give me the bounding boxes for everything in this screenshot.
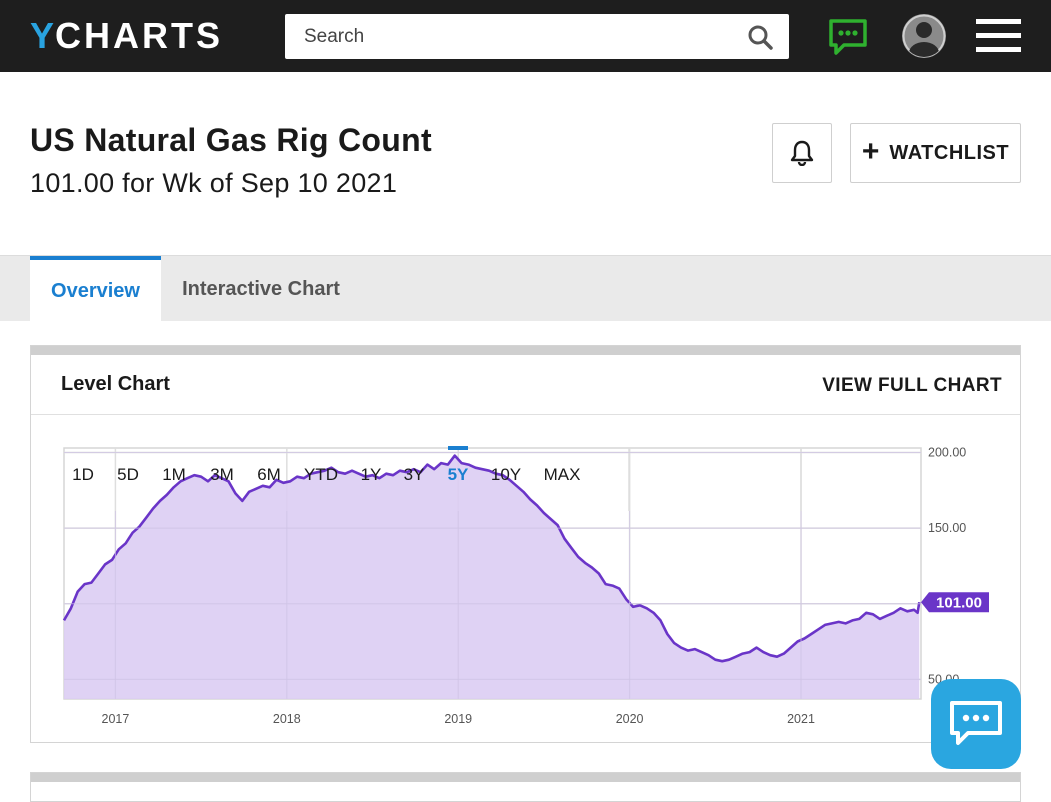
add-to-watchlist-button[interactable]: + WATCHLIST [850,123,1021,183]
range-button-1d[interactable]: 1D [72,465,94,484]
range-button-3y[interactable]: 3Y [404,465,425,484]
range-button-6m[interactable]: 6M [257,465,281,484]
y-tick-label: 150.00 [928,521,966,535]
next-card [30,772,1021,802]
current-value-label: 101.00 [936,595,982,612]
next-card-top-border [31,773,1020,782]
x-tick-label: 2019 [444,712,472,726]
support-chat-button[interactable] [931,679,1021,769]
range-button-1y[interactable]: 1Y [361,465,382,484]
tab-interactive-chart[interactable]: Interactive Chart [182,277,340,300]
logo-y: Y [30,15,56,56]
level-chart-card: Level Chart VIEW FULL CHART 1D 5D 1M 3M 6M YT… [30,345,1021,743]
card-title: Level Chart [61,373,170,395]
series-line [62,454,921,663]
chart-area-layer [62,452,921,699]
chat-bubble-icon [950,701,1002,745]
x-tick-label: 2017 [102,712,130,726]
x-tick-label: 2021 [787,712,815,726]
watchlist-label: WATCHLIST [889,141,1010,164]
current-value-flag [921,592,989,613]
bell-icon [790,140,814,166]
ycharts-logo[interactable]: Y CHARTS [30,15,224,56]
range-button-3m[interactable]: 3M [210,465,234,484]
plus-icon: + [861,134,880,168]
y-tick-label: 200.00 [928,446,966,460]
range-button-5d[interactable]: 5D [117,465,139,484]
range-button-ytd[interactable]: YTD [304,465,338,484]
chat-icon[interactable] [828,18,868,56]
logo-text: CHARTS [55,15,224,56]
x-tick-label: 2020 [616,712,644,726]
alert-button[interactable] [772,123,832,183]
range-button-10y[interactable]: 10Y [491,465,521,484]
range-selector: 1D 5D 1M 3M 6M YTD 1Y 3Y 5Y 10Y MAX [72,446,580,484]
range-button-5y[interactable]: 5Y [448,465,469,484]
tab-bar: Overview Interactive Chart [0,255,1051,322]
top-navigation-bar: Y CHARTS [0,0,1051,72]
page-title: US Natural Gas Rig Count [30,122,432,158]
range-button-max[interactable]: MAX [544,465,581,484]
current-value-marker: 101.00 [921,592,989,613]
level-chart: 1D 5D 1M 3M 6M YTD 1Y 3Y 5Y 10Y MAX 2017 2018 2019 20… [62,446,989,726]
user-avatar-icon[interactable] [901,13,947,59]
view-full-chart-link[interactable]: VIEW FULL CHART [822,375,1002,396]
page-subtitle: 101.00 for Wk of Sep 10 2021 [30,168,398,198]
range-button-1m[interactable]: 1M [162,465,186,484]
search-icon[interactable] [747,24,773,50]
series-area [64,455,920,699]
search-input[interactable] [285,14,725,59]
search-box [285,14,789,59]
card-header: Level Chart VIEW FULL CHART [31,355,1020,415]
x-tick-label: 2018 [273,712,301,726]
active-range-indicator [448,446,468,450]
tab-overview[interactable]: Overview [30,256,161,322]
card-top-border [31,346,1020,355]
hamburger-menu-icon[interactable] [976,15,1021,57]
